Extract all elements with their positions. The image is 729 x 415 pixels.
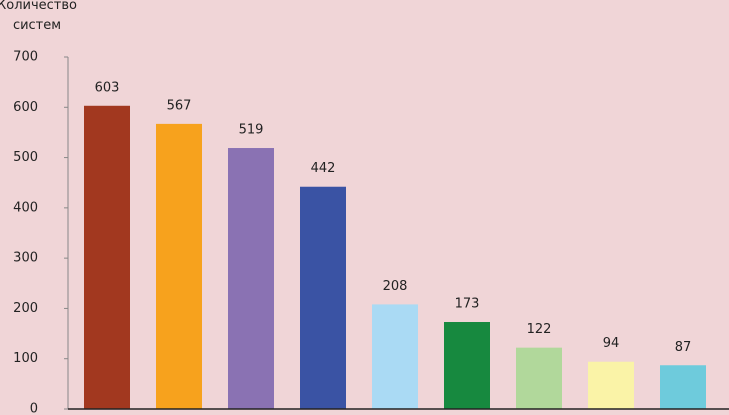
y-axis-label: Количество систем [0, 0, 77, 33]
bar [84, 105, 130, 409]
value-label: 173 [455, 297, 480, 312]
value-label: 94 [603, 336, 620, 351]
value-label: 603 [95, 80, 120, 95]
value-label: 567 [167, 98, 192, 113]
value-label: 519 [239, 123, 264, 138]
y-tick-label: 600 [13, 100, 38, 115]
bar [444, 322, 490, 409]
y-tick-label: 500 [13, 150, 38, 165]
bar [660, 365, 706, 409]
y-tick-label: 100 [13, 351, 38, 366]
y-tick-label: 0 [30, 402, 38, 415]
bar [516, 347, 562, 409]
bar [228, 148, 274, 409]
bar [300, 186, 346, 409]
y-tick-label: 700 [13, 50, 38, 65]
value-label: 442 [311, 161, 336, 176]
y-tick-label: 300 [13, 251, 38, 266]
value-label: 208 [383, 279, 408, 294]
value-label: 122 [527, 322, 552, 337]
bar [588, 361, 634, 409]
bar [372, 304, 418, 409]
y-tick-label: 400 [13, 200, 38, 215]
bar [156, 123, 202, 409]
y-tick-label: 200 [13, 301, 38, 316]
value-label: 87 [675, 340, 692, 355]
